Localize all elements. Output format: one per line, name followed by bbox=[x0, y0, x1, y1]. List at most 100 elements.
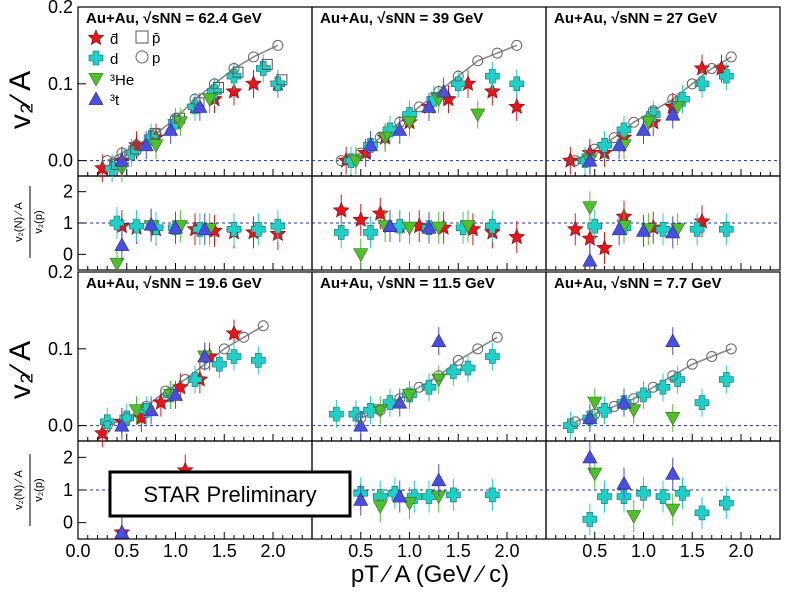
marker-p bbox=[589, 143, 601, 155]
y-tick-label: 2 bbox=[63, 182, 73, 202]
marker-d bbox=[636, 485, 651, 501]
marker-d bbox=[563, 418, 578, 433]
marker-d bbox=[329, 406, 344, 422]
marker-t bbox=[582, 449, 598, 464]
marker-dbar bbox=[87, 29, 105, 46]
marker-d bbox=[333, 225, 349, 240]
y-axis-label-v2: v₂⁄ A bbox=[4, 71, 37, 129]
marker-t bbox=[382, 218, 398, 233]
marker-p bbox=[452, 70, 464, 82]
y-tick-label: 1 bbox=[63, 213, 73, 233]
marker-d bbox=[509, 76, 525, 92]
marker-d bbox=[597, 489, 612, 504]
marker-d bbox=[226, 221, 242, 237]
marker-he3 bbox=[401, 389, 418, 403]
ratio-ylabel-numerator: v₂(N) ⁄ A bbox=[13, 201, 25, 241]
marker-p bbox=[238, 331, 250, 343]
marker-p bbox=[228, 62, 240, 74]
marker-d bbox=[636, 387, 651, 403]
marker-t bbox=[611, 137, 627, 152]
panel-title: Au+Au, √sNN = 11.5 GeV bbox=[320, 275, 495, 292]
chart-panel: Au+Au, √sNN = 11.5 GeV 0.5 1.0 1.5 2.0 bbox=[311, 271, 547, 561]
marker-p bbox=[706, 62, 718, 74]
marker-p bbox=[569, 416, 581, 428]
marker-p bbox=[170, 112, 181, 124]
marker-dbar bbox=[225, 324, 243, 341]
marker-t bbox=[431, 472, 447, 487]
marker-dbar bbox=[352, 211, 370, 227]
marker-pbar bbox=[232, 66, 244, 78]
marker-p bbox=[725, 343, 737, 355]
marker-p bbox=[647, 105, 659, 117]
marker-p bbox=[101, 155, 113, 167]
marker-d bbox=[694, 395, 710, 410]
marker-p bbox=[355, 412, 367, 424]
marker-d bbox=[655, 221, 671, 237]
marker-he3 bbox=[202, 93, 218, 107]
marker-p bbox=[394, 393, 406, 405]
marker-p bbox=[589, 408, 601, 420]
marker-p bbox=[608, 132, 620, 144]
marker-p bbox=[209, 78, 220, 90]
x-tick-label: 1.5 bbox=[680, 541, 705, 561]
marker-pbar bbox=[261, 58, 273, 70]
ratio-ylabel-denominator: v₂(p) bbox=[33, 478, 45, 501]
y-tick-label: 0.2 bbox=[48, 0, 73, 17]
v2-plot-frame bbox=[77, 271, 313, 442]
ratio-ylabel-numerator: v₂(N) ⁄ A bbox=[13, 469, 25, 509]
chart-panel: 0.0 0.1 0.2 0 1 2 Au+Au, √sNN = 62.4 GeV bbox=[48, 0, 313, 272]
marker-t bbox=[114, 418, 130, 432]
marker-t bbox=[421, 99, 437, 113]
marker-t bbox=[611, 221, 627, 236]
marker-d bbox=[645, 107, 661, 122]
v2-plot-frame bbox=[545, 271, 781, 442]
marker-t bbox=[582, 410, 598, 424]
y-tick-label: 0.0 bbox=[48, 151, 73, 171]
marker-p bbox=[374, 132, 386, 144]
marker-d bbox=[109, 215, 125, 231]
ratio-ylabel-bottom: v₂(N) ⁄ A v₂(p) bbox=[13, 454, 45, 526]
legend-label: d̄ bbox=[110, 31, 118, 48]
y-tick-label: 2 bbox=[63, 447, 73, 467]
y-axis-label-v2: v₂⁄ A bbox=[4, 341, 37, 399]
marker-p bbox=[667, 93, 679, 105]
x-tick-label: 1.0 bbox=[397, 541, 422, 561]
marker-p bbox=[272, 39, 284, 51]
marker-p bbox=[413, 381, 425, 393]
marker-he3 bbox=[401, 116, 418, 130]
panel-title: Au+Au, √sNN = 27 GeV bbox=[554, 10, 717, 27]
marker-d bbox=[129, 218, 144, 234]
legend: d̄ d ³He ³t p̄ p bbox=[87, 29, 160, 109]
marker-he3 bbox=[431, 221, 447, 236]
marker-t bbox=[197, 348, 213, 363]
marker-t bbox=[616, 394, 632, 409]
x-axis-label: pT ⁄ A (GeV ⁄ c) bbox=[351, 561, 509, 588]
chart-panel: Au+Au, √sNN = 7.7 GeV 0.5 1.0 1.5 2.0 bbox=[545, 271, 781, 561]
marker-he3 bbox=[353, 248, 369, 262]
ratio-ylabel-denominator: v₂(p) bbox=[33, 210, 45, 233]
marker-t bbox=[392, 488, 408, 503]
panel-title: Au+Au, √sNN = 62.4 GeV bbox=[86, 10, 262, 27]
marker-dbar bbox=[332, 201, 350, 218]
marker-dbar bbox=[508, 98, 526, 114]
marker-d bbox=[689, 221, 705, 237]
x-tick-label: 1.5 bbox=[446, 541, 471, 561]
marker-t bbox=[431, 333, 447, 348]
marker-he3 bbox=[109, 257, 125, 272]
marker-t bbox=[143, 402, 159, 417]
marker-t bbox=[421, 220, 437, 234]
marker-d bbox=[675, 485, 690, 501]
marker-d bbox=[582, 512, 598, 527]
legend-label: p̄ bbox=[152, 30, 160, 47]
marker-p bbox=[608, 400, 620, 412]
marker-t bbox=[163, 122, 179, 136]
marker-d bbox=[99, 414, 115, 430]
marker-t bbox=[582, 153, 598, 167]
marker-p bbox=[491, 47, 503, 59]
marker-d bbox=[694, 505, 710, 521]
marker-d bbox=[392, 218, 408, 234]
marker-p bbox=[199, 358, 211, 370]
marker-dbar bbox=[566, 220, 584, 237]
marker-t bbox=[353, 418, 369, 432]
